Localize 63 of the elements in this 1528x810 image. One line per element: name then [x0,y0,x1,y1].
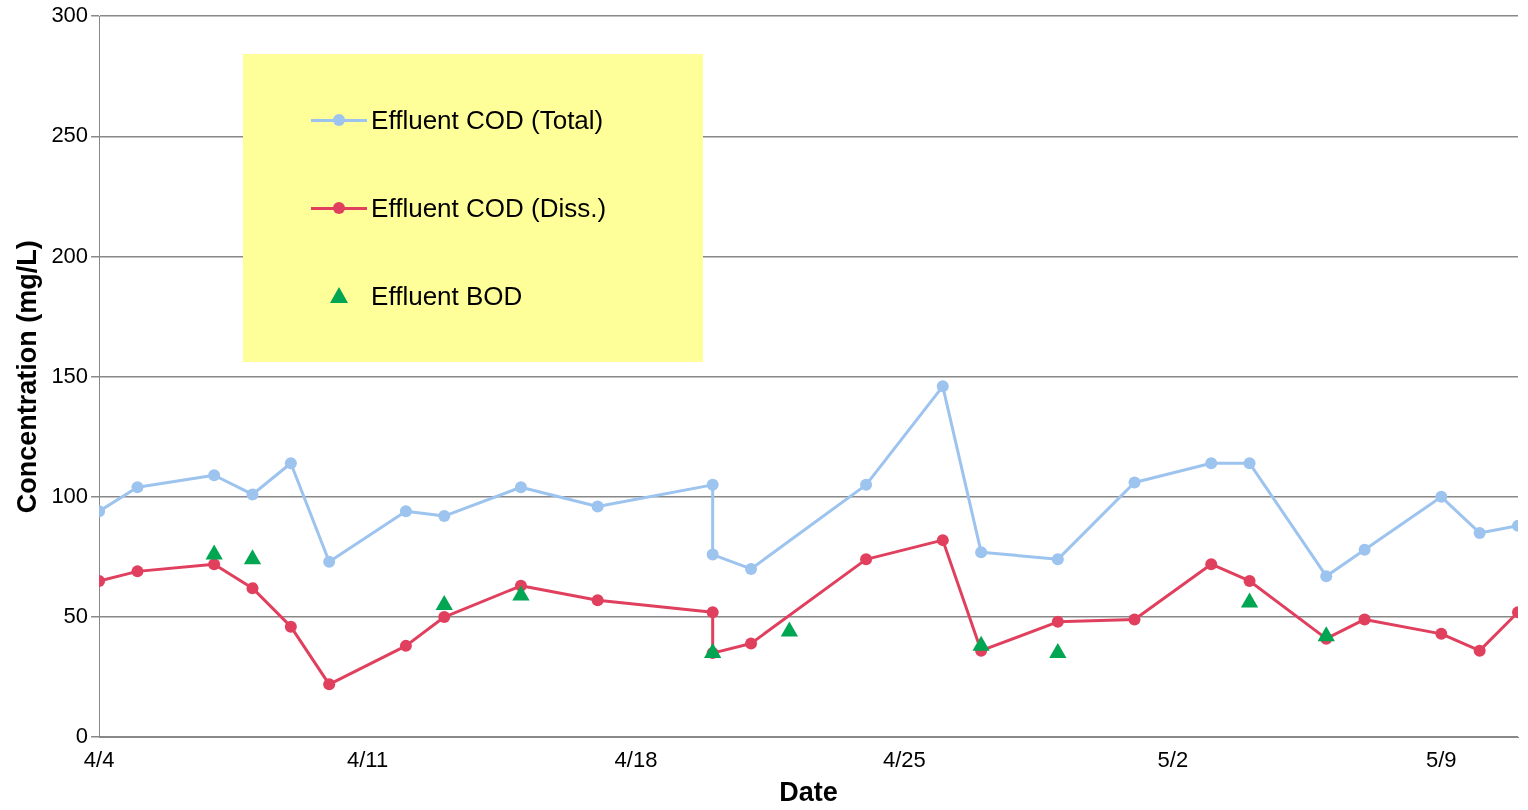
point [1051,615,1064,628]
point [936,534,949,547]
x-tick-label: 4/18 [614,747,658,773]
legend-label: Effluent COD (Total) [371,104,604,136]
point [860,478,873,491]
x-tick-label: 5/2 [1157,747,1189,773]
x-axis-title: Date [779,777,838,808]
point [1435,490,1448,503]
point [706,478,719,491]
point [860,553,873,566]
point [704,643,722,659]
y-tick-label: 150 [51,362,89,388]
point [323,678,336,691]
point [246,582,259,595]
point [435,595,453,611]
point [1320,570,1333,583]
point [438,611,451,624]
point [1128,476,1141,489]
y-tick-label: 100 [51,482,89,508]
y-tick-label: 200 [51,242,89,268]
point [399,639,412,652]
point [745,562,758,575]
point [514,481,527,494]
point [246,488,259,501]
point [1435,627,1448,640]
point [706,548,719,561]
point [1358,613,1371,626]
point [399,505,412,518]
legend-label: Effluent BOD [371,280,523,312]
point [1243,457,1256,470]
point [1205,457,1218,470]
point [706,606,719,619]
point [975,546,988,559]
point [208,469,221,482]
point [591,594,604,607]
point [438,510,451,523]
point [284,457,297,470]
point [1051,553,1064,566]
y-axis-title: Concentration (mg/L) [11,240,42,514]
point [591,500,604,513]
point [1473,526,1486,539]
point [1205,558,1218,571]
legend-label: Effluent COD (Diss.) [371,192,607,224]
point [1243,574,1256,587]
point [284,620,297,633]
x-tick-label: 4/11 [346,747,389,773]
x-tick-label: 4/25 [883,747,926,773]
point [936,380,949,393]
point [1317,626,1335,642]
point [323,555,336,568]
point [1049,643,1067,659]
point [131,565,144,578]
x-tick-label: 4/4 [83,747,115,773]
point [131,481,144,494]
point [745,637,758,650]
point [1358,543,1371,556]
point [1128,613,1141,626]
y-tick-label: 50 [63,603,89,629]
point [1473,644,1486,657]
x-tick-label: 5/9 [1426,747,1457,773]
y-tick-label: 0 [75,723,89,749]
y-tick-label: 300 [51,2,89,28]
y-tick-label: 250 [51,122,89,148]
